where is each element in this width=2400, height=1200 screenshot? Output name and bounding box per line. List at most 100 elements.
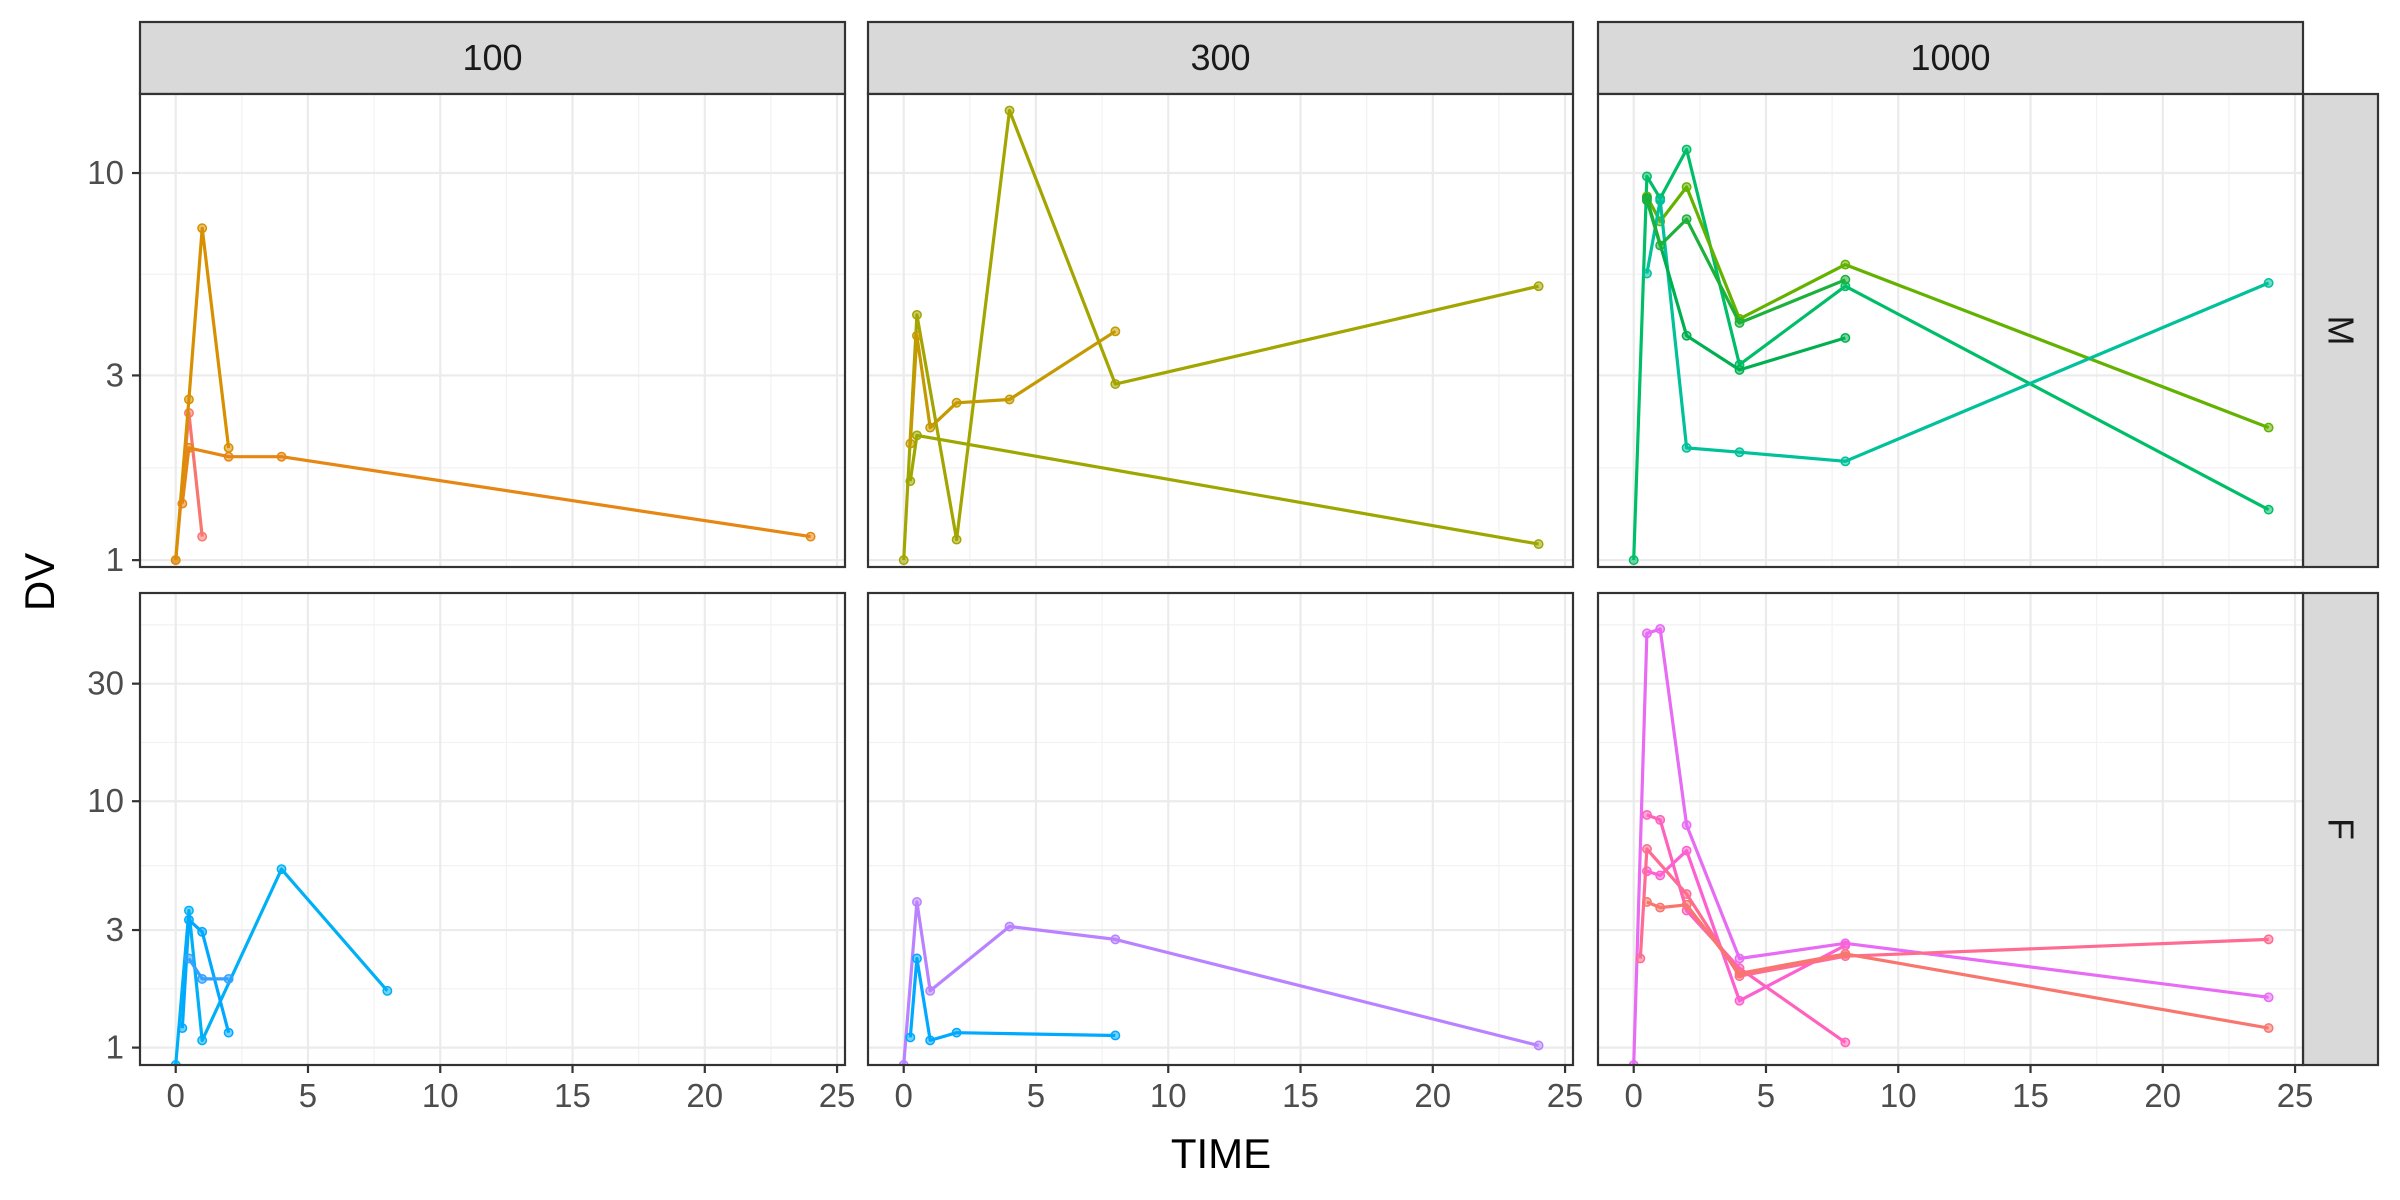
column-strip — [866, 20, 1575, 96]
data-point — [1734, 447, 1745, 458]
y-tick-label: 1 — [106, 541, 124, 578]
panel-1000-M — [1596, 92, 2305, 569]
x-tick-label: 5 — [1757, 1077, 1775, 1114]
data-point — [197, 973, 208, 984]
data-point — [898, 555, 909, 566]
x-tick-label: 25 — [1547, 1077, 1584, 1114]
data-point — [951, 1027, 962, 1038]
data-point — [925, 422, 936, 433]
data-point — [177, 1023, 188, 1034]
data-point — [183, 953, 194, 964]
series-line — [1638, 847, 2269, 978]
series-line — [1645, 197, 1846, 372]
data-point — [2263, 934, 2274, 945]
data-point — [911, 330, 922, 341]
data-point — [1840, 940, 1851, 951]
x-tick-label: 25 — [819, 1077, 856, 1114]
data-point — [1641, 171, 1652, 182]
data-point — [1641, 809, 1652, 820]
data-point — [1734, 317, 1745, 328]
data-point — [276, 451, 287, 462]
data-point — [2263, 992, 2274, 1003]
data-point — [183, 914, 194, 925]
panel-series-group — [898, 897, 1544, 1065]
x-tick-label: 15 — [1282, 1077, 1319, 1114]
data-point — [1655, 240, 1666, 251]
panel-border — [866, 92, 1575, 569]
x-tick-label: 10 — [1880, 1077, 1917, 1114]
data-point — [1681, 214, 1692, 225]
panel-100-F: 1 3 10 30 0 5 10 15 20 25 — [87, 591, 856, 1114]
data-point — [1681, 899, 1692, 910]
x-tick-label: 20 — [2144, 1077, 2181, 1114]
data-point — [1734, 968, 1745, 979]
panel-1000-F: 0 5 10 15 20 25 — [1596, 591, 2314, 1114]
data-point — [911, 897, 922, 907]
data-point — [1681, 330, 1692, 341]
data-point — [1840, 274, 1851, 285]
data-point — [1635, 953, 1646, 964]
data-point — [1681, 182, 1692, 192]
data-point — [1533, 281, 1544, 292]
data-point — [177, 498, 188, 509]
data-point — [1110, 379, 1121, 390]
panel-border — [1596, 92, 2305, 569]
data-point — [911, 309, 922, 320]
x-tick-label: 20 — [1414, 1077, 1451, 1114]
data-point — [1655, 624, 1666, 634]
row-strip — [2301, 92, 2380, 569]
data-point — [1840, 1037, 1851, 1048]
x-tick-label: 15 — [554, 1077, 591, 1114]
data-point — [1681, 889, 1692, 899]
data-point — [2263, 1023, 2274, 1034]
data-point — [1533, 539, 1544, 550]
column-strip-label: 300 — [1190, 37, 1250, 78]
data-point — [1655, 902, 1666, 913]
data-point — [1681, 144, 1692, 155]
data-point — [905, 476, 916, 487]
data-point — [1840, 456, 1851, 467]
data-point — [197, 926, 208, 937]
data-point — [805, 531, 816, 542]
data-point — [1655, 814, 1666, 825]
data-point — [1734, 953, 1745, 964]
data-point — [1641, 897, 1652, 907]
data-point — [223, 973, 234, 984]
data-point — [925, 1035, 936, 1046]
data-point — [911, 953, 922, 964]
x-tick-label: 10 — [422, 1077, 459, 1114]
data-point — [951, 534, 962, 545]
data-point — [170, 555, 181, 566]
x-tick-label: 5 — [299, 1077, 317, 1114]
data-point — [183, 394, 194, 405]
panel-background — [140, 94, 845, 567]
data-point — [1110, 1030, 1121, 1041]
row-strip-label: F — [2321, 818, 2362, 840]
x-tick-label: 10 — [1150, 1077, 1187, 1114]
x-tick-label: 0 — [895, 1077, 913, 1114]
data-point — [2263, 278, 2274, 288]
y-tick-label: 10 — [87, 154, 124, 191]
data-point — [1641, 268, 1652, 279]
panel-100-M: 1 3 10 — [87, 92, 847, 578]
data-point — [1734, 364, 1745, 375]
data-point — [905, 438, 916, 449]
data-point — [1840, 332, 1851, 343]
series-line — [902, 900, 1539, 1065]
panel-series-group — [170, 223, 816, 566]
data-point — [183, 442, 194, 453]
x-tick-label: 20 — [686, 1077, 723, 1114]
data-point — [223, 1027, 234, 1038]
panel-series-group — [1628, 624, 2274, 1065]
data-point — [1681, 845, 1692, 856]
x-tick-label: 25 — [2277, 1077, 2314, 1114]
series-line — [908, 329, 1117, 444]
panel-background — [1598, 94, 2303, 567]
data-point — [1840, 948, 1851, 959]
panel-300-F: 0 5 10 15 20 25 — [866, 591, 1584, 1114]
x-tick-label: 5 — [1027, 1077, 1045, 1114]
data-point — [276, 864, 287, 875]
panel-series-group — [1628, 144, 2274, 566]
x-axis-title: TIME — [1171, 1130, 1271, 1177]
